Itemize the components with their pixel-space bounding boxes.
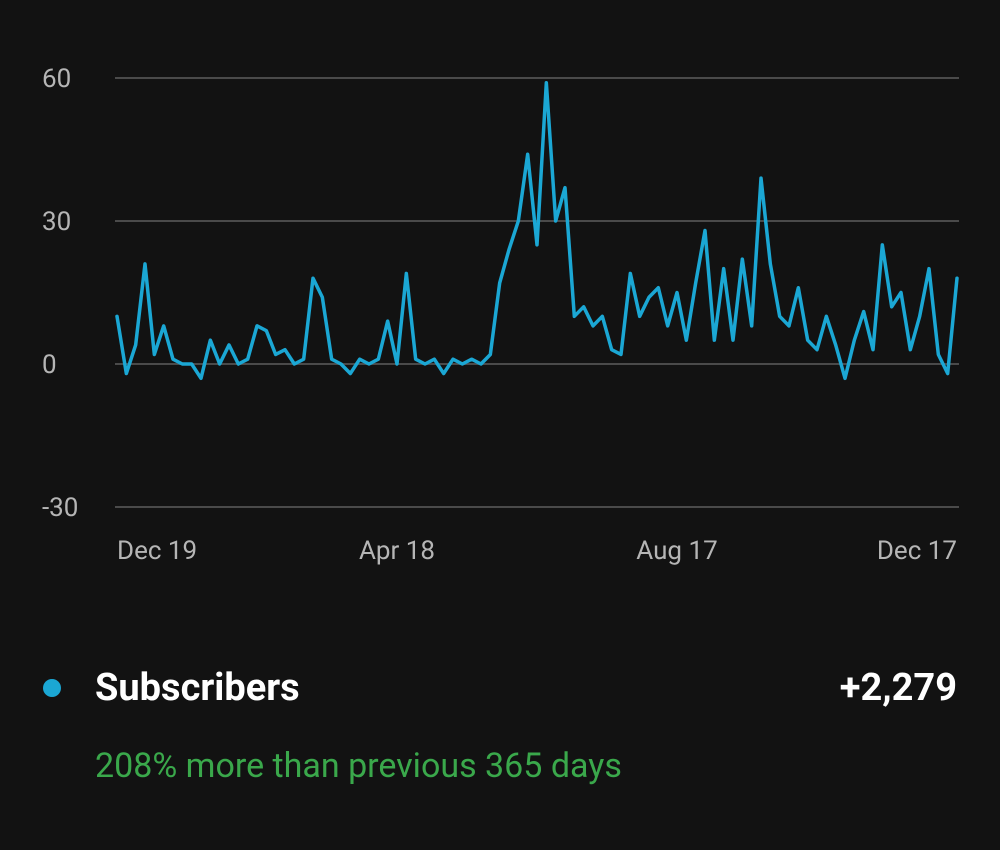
plot <box>115 81 959 381</box>
legend-label: Subscribers <box>95 666 300 710</box>
legend-dot <box>43 679 61 697</box>
y-tick-label: 0 <box>42 350 57 380</box>
x-tick-label: Dec 19 <box>117 536 197 566</box>
total: +2,279 <box>840 666 957 710</box>
comparison: 208% more than previous 365 days <box>95 746 622 786</box>
x-tick-label: Apr 18 <box>359 536 435 566</box>
y-tick-label: 30 <box>42 207 71 237</box>
series-line <box>115 81 959 381</box>
x-tick-label: Dec 17 <box>877 536 957 566</box>
x-tick-label: Aug 17 <box>636 536 717 566</box>
y-tick-label: 60 <box>42 64 71 94</box>
y-tick-label: -30 <box>42 493 78 523</box>
grid: -30 0 30 60 Dec 19 Apr 18 Aug 17 Dec 17 <box>42 64 959 566</box>
